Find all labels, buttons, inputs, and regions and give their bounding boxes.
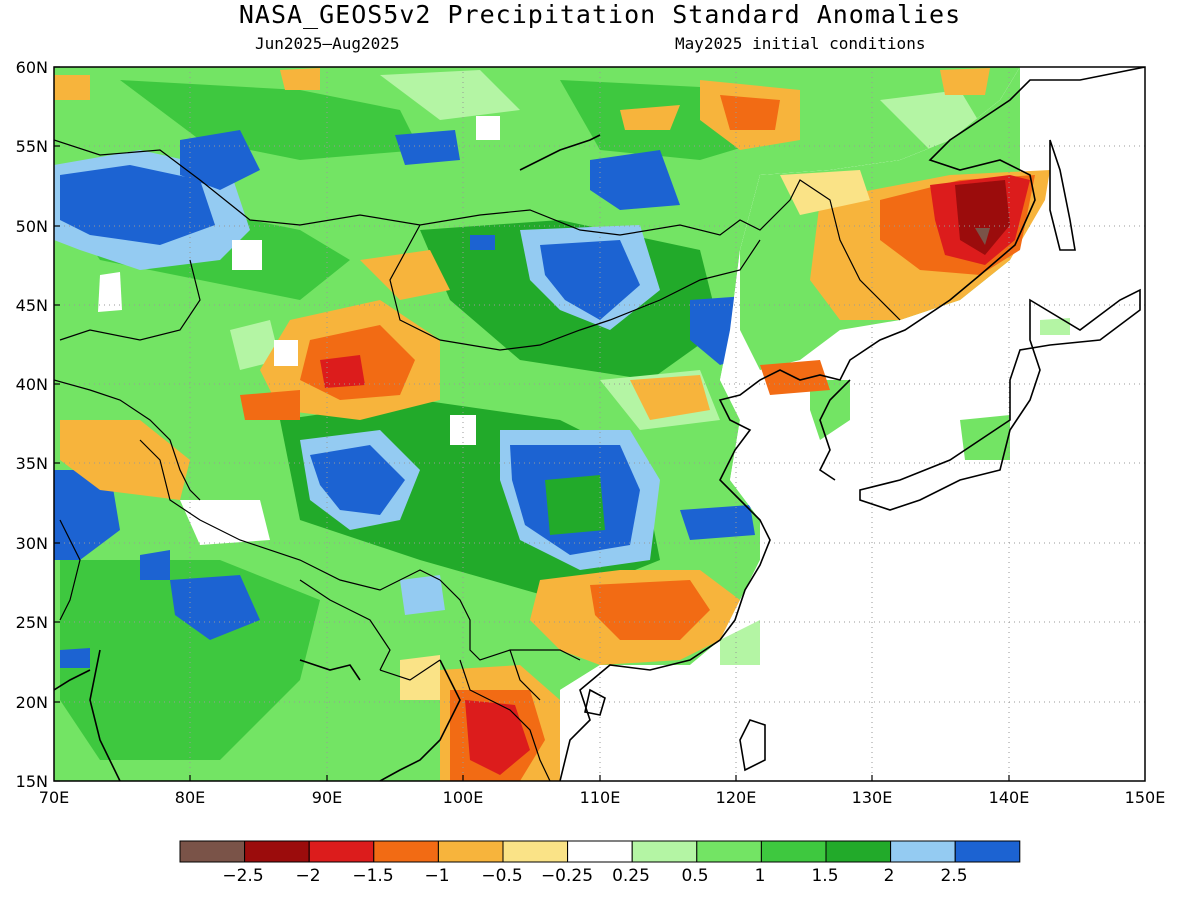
colorbar-label: −1: [424, 866, 450, 886]
lon-label-70e: 70E: [38, 788, 70, 807]
lat-label-50n: 50N: [15, 217, 48, 236]
lat-label-15n: 15N: [15, 772, 48, 791]
colorbar-swatch: [308, 840, 375, 863]
colorbar-label: −2: [295, 866, 321, 886]
colorbar-swatch: [954, 840, 1021, 863]
colorbar-swatch: [631, 840, 698, 863]
colorbar-label: −1.5: [352, 866, 394, 886]
colorbar-label: −0.25: [540, 866, 594, 886]
colorbar-label: −0.5: [481, 866, 523, 886]
colorbar-label: 2.5: [940, 866, 968, 886]
colorbar-swatch: [890, 840, 956, 863]
colorbar-swatch: [373, 840, 439, 863]
lon-label-110e: 110E: [579, 788, 621, 807]
lon-label-90e: 90E: [311, 788, 343, 807]
colorbar-swatch: [244, 840, 310, 863]
lat-label-45n: 45N: [15, 296, 48, 315]
coastlines: [54, 67, 1145, 781]
colorbar-label: 1.5: [811, 866, 839, 886]
lon-label-150e: 150E: [1124, 788, 1166, 807]
colorbar: [179, 840, 1021, 863]
lat-label-60n: 60N: [15, 58, 48, 77]
lat-label-35n: 35N: [15, 454, 48, 473]
colorbar-swatch: [179, 840, 246, 863]
lat-label-30n: 30N: [15, 534, 48, 553]
colorbar-label: 0.5: [681, 866, 709, 886]
colorbar-label: 1: [754, 866, 766, 886]
colorbar-swatch: [437, 840, 504, 863]
colorbar-swatch: [760, 840, 827, 863]
colorbar-label: 2: [883, 866, 895, 886]
colorbar-label: 0.25: [612, 866, 650, 886]
map-title: NASA_GEOS5v2 Precipitation Standard Anom…: [238, 0, 962, 29]
graticule: [54, 67, 1145, 781]
axis-ticks: [54, 66, 1010, 782]
anomaly-field: [54, 67, 1145, 781]
colorbar-swatch: [567, 840, 633, 863]
country-borders: [54, 139, 901, 781]
lon-label-140e: 140E: [988, 788, 1030, 807]
initial-conditions: May2025 initial conditions: [675, 34, 926, 53]
colorbar-swatch: [502, 840, 569, 863]
lon-label-80e: 80E: [174, 788, 206, 807]
lat-label-40n: 40N: [15, 375, 48, 394]
colorbar-swatch: [696, 840, 762, 863]
colorbar-label: −2.5: [222, 866, 264, 886]
lat-label-55n: 55N: [15, 137, 48, 156]
colorbar-swatch: [825, 840, 892, 863]
lon-label-120e: 120E: [715, 788, 757, 807]
lon-label-100e: 100E: [442, 788, 484, 807]
lon-label-130e: 130E: [851, 788, 893, 807]
lat-label-25n: 25N: [15, 613, 48, 632]
forecast-period: Jun2025–Aug2025: [255, 34, 400, 53]
lat-label-20n: 20N: [15, 693, 48, 712]
